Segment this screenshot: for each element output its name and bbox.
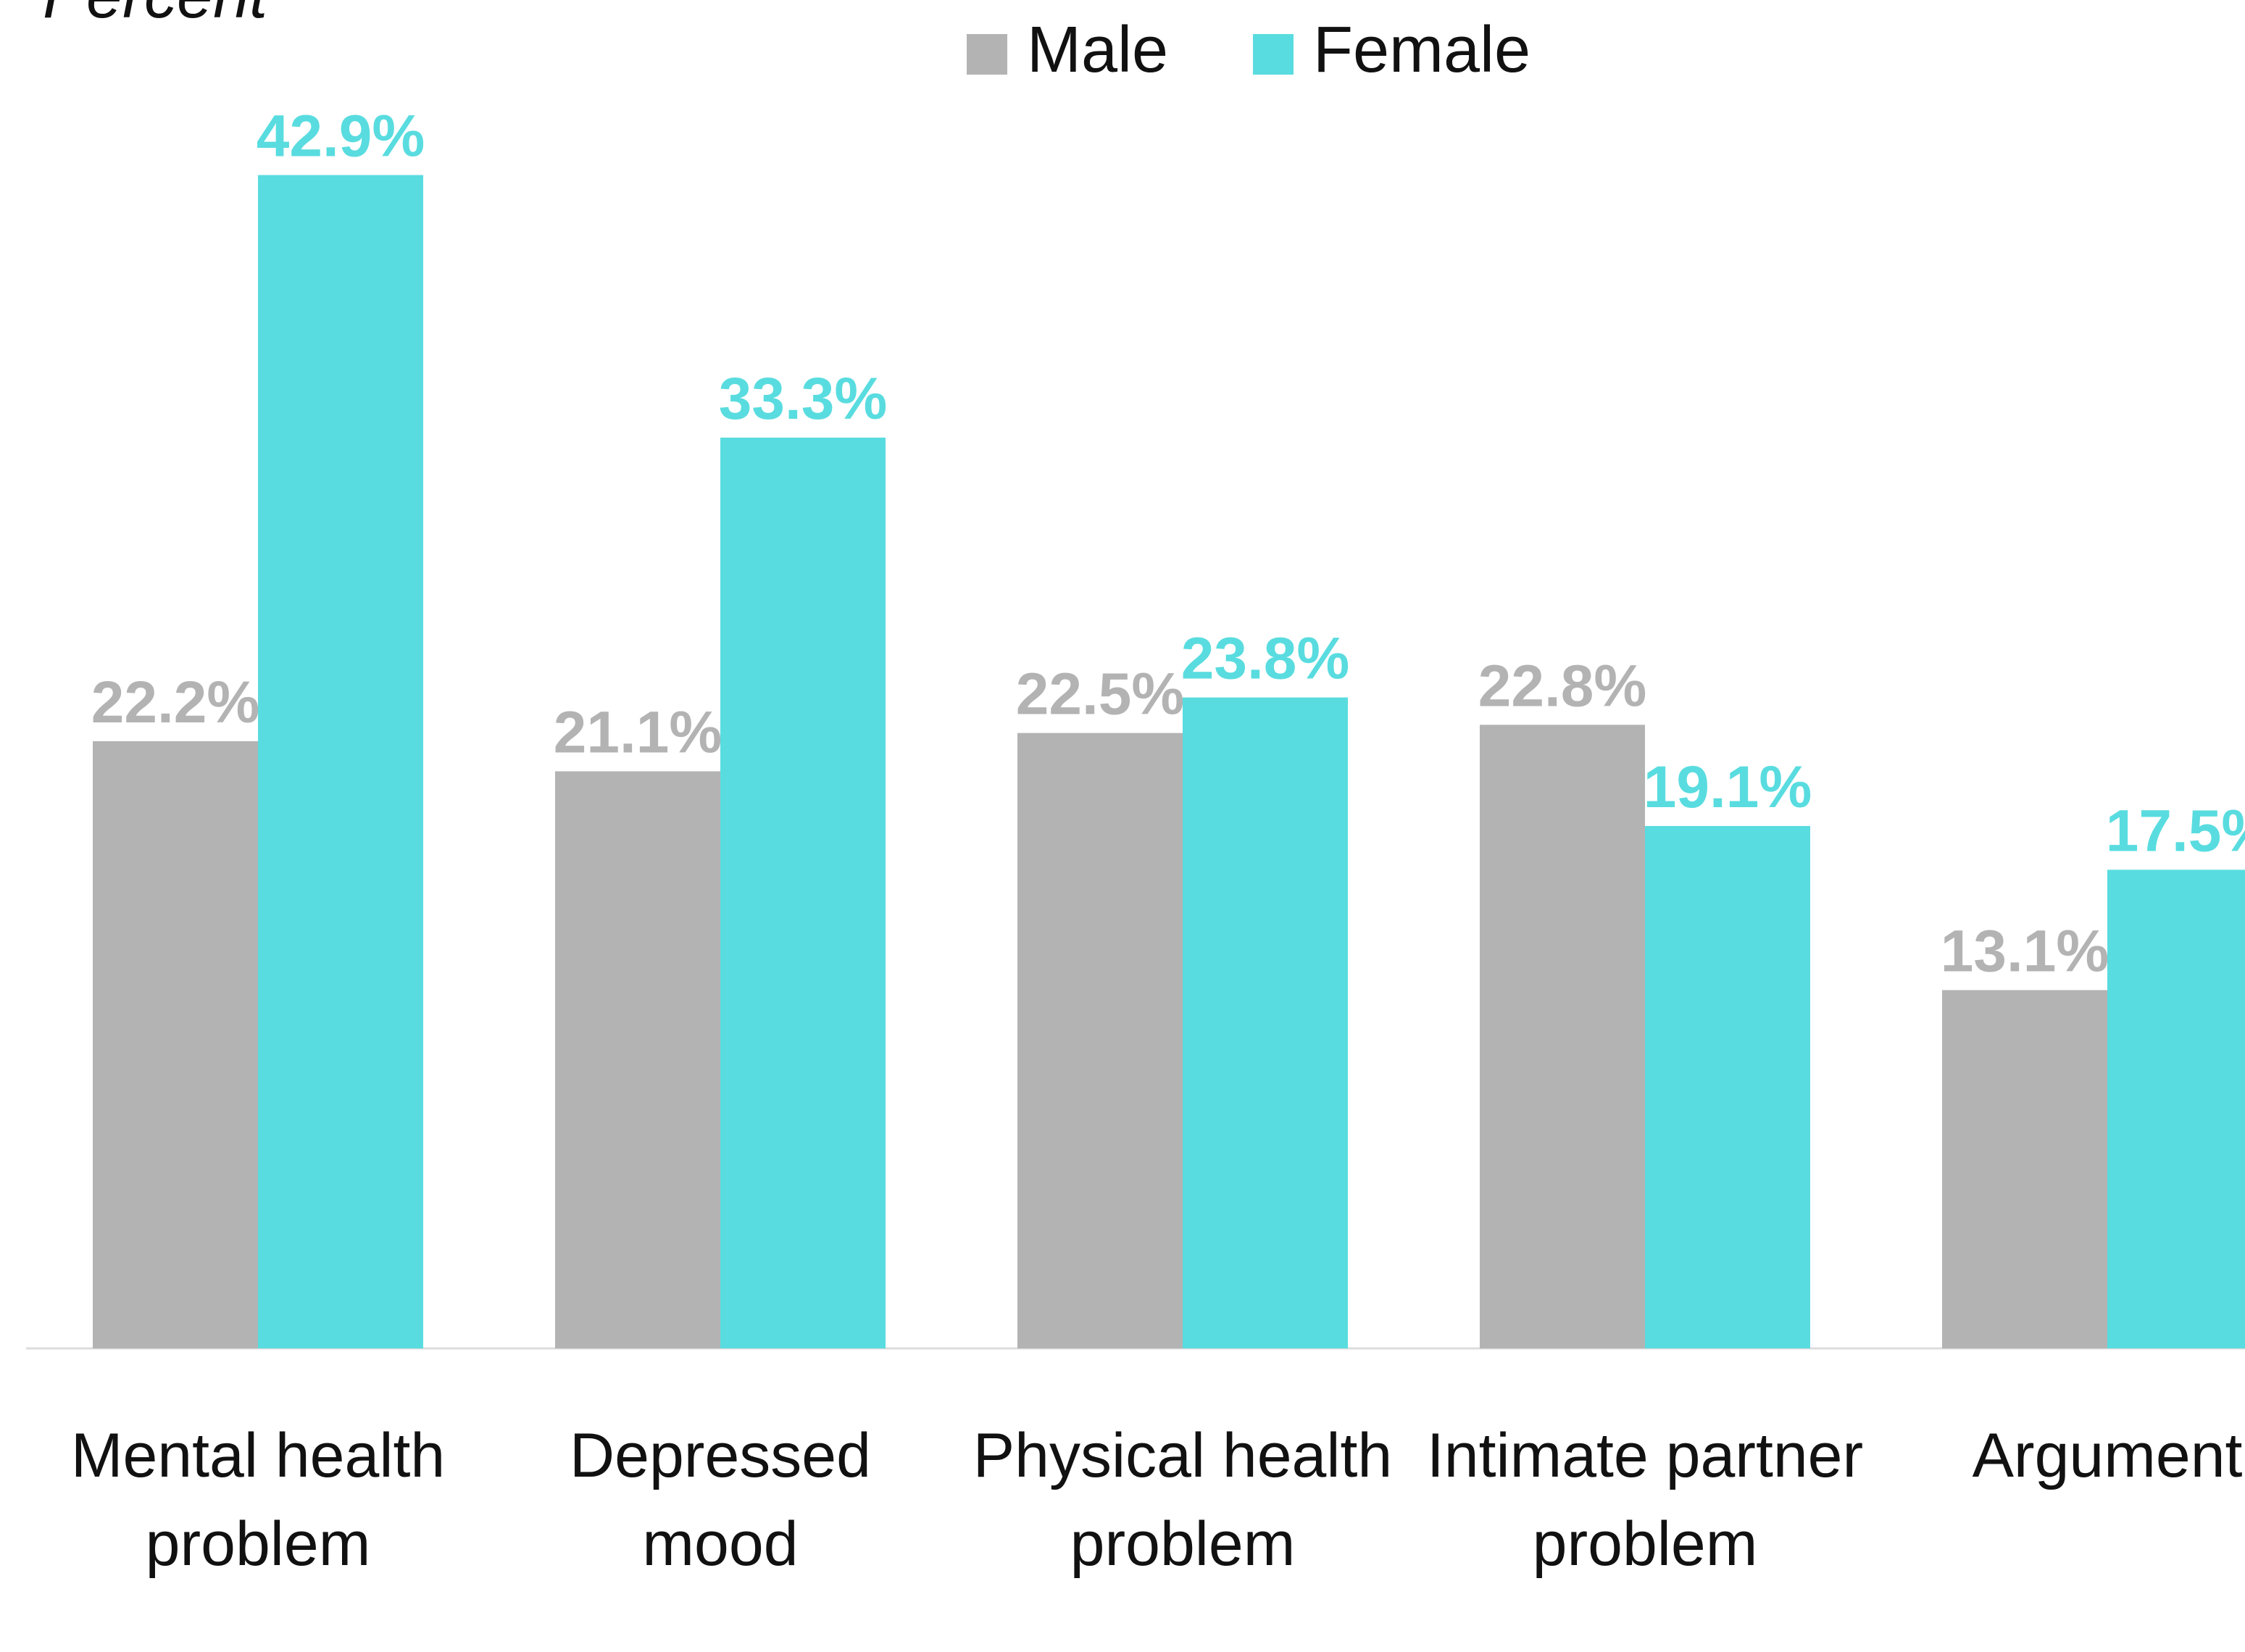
- bar: [1017, 733, 1183, 1348]
- data-label: 42.9%: [257, 104, 425, 170]
- legend-label: Female: [1313, 14, 1530, 86]
- legend-swatch: [967, 34, 1007, 75]
- bar: [258, 175, 423, 1348]
- bar: [555, 771, 720, 1348]
- data-label: 22.5%: [1016, 662, 1185, 727]
- data-label: 23.8%: [1181, 626, 1350, 692]
- bar: [1183, 697, 1348, 1348]
- data-label: 13.1%: [1941, 918, 2109, 984]
- legend-label: Male: [1027, 14, 1168, 86]
- data-label: 33.3%: [719, 366, 888, 432]
- bar: [2107, 869, 2245, 1348]
- bar: [1480, 725, 1645, 1348]
- data-label: 22.2%: [91, 669, 260, 735]
- bar: [93, 741, 258, 1348]
- data-label: 17.5%: [2106, 798, 2245, 864]
- data-label: 21.1%: [554, 700, 722, 766]
- data-label: 19.1%: [1644, 754, 1812, 820]
- x-tick-label: Argument: [1972, 1421, 2243, 1490]
- data-label: 22.8%: [1478, 653, 1647, 719]
- x-tick-label: Intimate partner problem: [1426, 1421, 1864, 1579]
- x-tick-label: Mental health problem: [70, 1421, 446, 1579]
- y-axis-label: Percent: [43, 0, 270, 32]
- legend-swatch: [1253, 34, 1294, 75]
- bar: [1942, 990, 2107, 1348]
- x-tick-label: Physical health problem: [972, 1421, 1393, 1579]
- x-tick-label: Depressed mood: [570, 1421, 871, 1579]
- bar: [720, 437, 886, 1349]
- bar: [1645, 826, 1810, 1348]
